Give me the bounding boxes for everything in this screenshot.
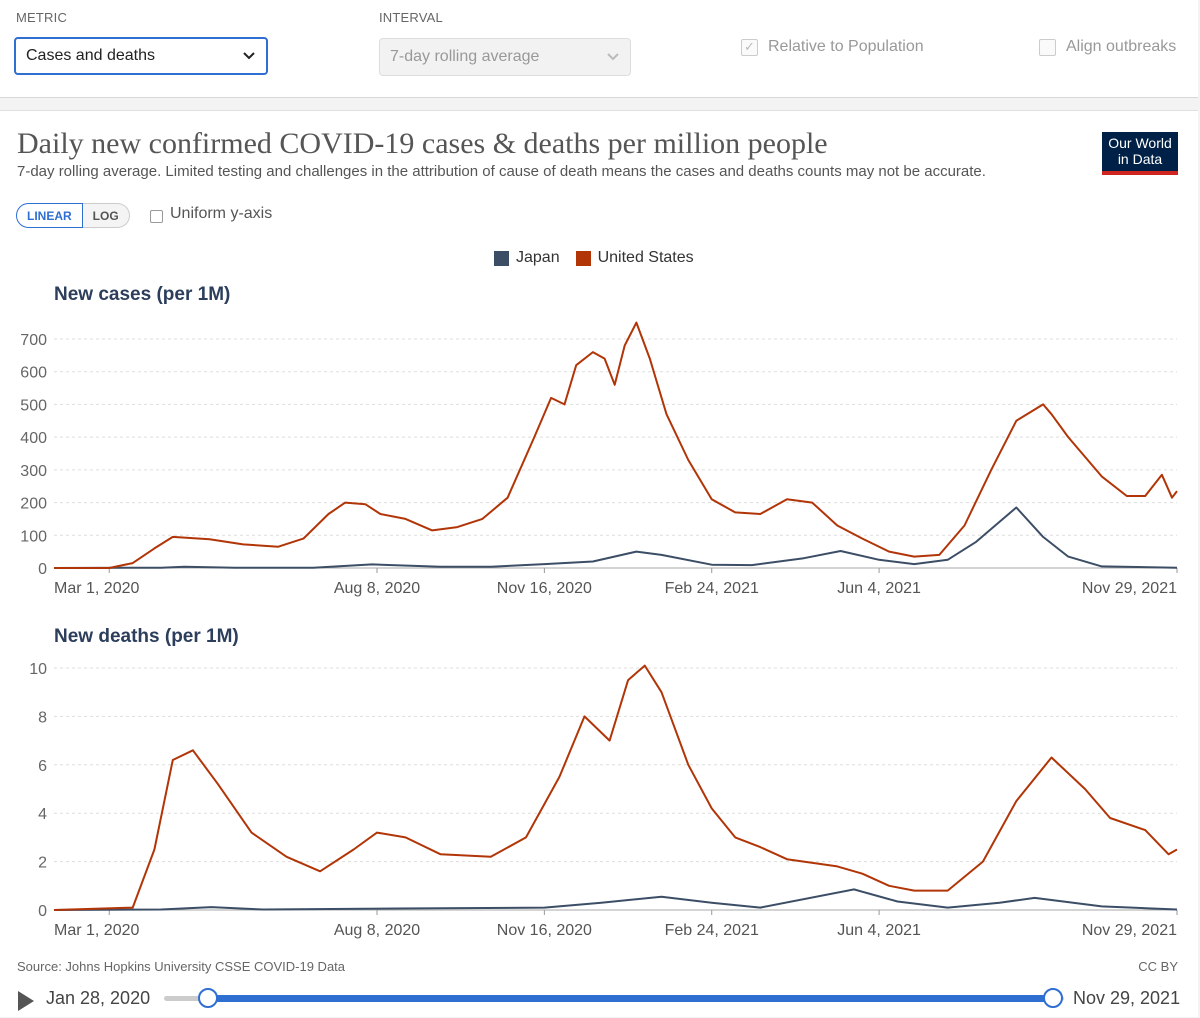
relative-to-population-toggle[interactable]: ✓ Relative to Population bbox=[741, 38, 924, 56]
interval-select[interactable]: 7-day rolling average bbox=[379, 38, 631, 76]
chart-title: Daily new confirmed COVID-19 cases & dea… bbox=[17, 127, 828, 160]
timeline-start-date: Jan 28, 2020 bbox=[46, 988, 151, 1008]
legend-item-japan[interactable]: Japan bbox=[494, 249, 560, 267]
y-tick-label: 400 bbox=[20, 430, 47, 447]
cases-panel: 0 100 200 300 400 500 600 700 Mar 1, 2020 Aug 8, … bbox=[20, 321, 1178, 597]
interval-select-value: 7-day rolling average bbox=[390, 48, 540, 65]
x-tick-label: Mar 1, 2020 bbox=[54, 922, 139, 939]
legend-swatch-united-states bbox=[575, 250, 591, 266]
align-outbreaks-toggle[interactable]: Align outbreaks bbox=[1039, 38, 1176, 56]
x-tick-label: Nov 16, 2020 bbox=[497, 922, 592, 939]
timeline-end-date: Nov 29, 2021 bbox=[1073, 988, 1181, 1008]
y-tick-label: 200 bbox=[20, 496, 47, 513]
checkbox-icon[interactable] bbox=[1039, 38, 1056, 56]
legend-item-united-states[interactable]: United States bbox=[575, 249, 694, 267]
uniform-y-axis-toggle[interactable]: Uniform y-axis bbox=[150, 205, 272, 223]
scale-toggle: LINEAR LOG bbox=[16, 203, 130, 228]
x-tick-label: Jun 4, 2021 bbox=[837, 922, 921, 939]
chevron-down-icon bbox=[607, 53, 619, 61]
metric-label: METRIC bbox=[16, 10, 68, 25]
legend-label-united-states: United States bbox=[597, 249, 694, 266]
x-tick-label: Feb 24, 2021 bbox=[665, 922, 759, 939]
y-tick-label: 6 bbox=[38, 758, 47, 775]
linear-scale-button[interactable]: LINEAR bbox=[16, 203, 83, 228]
y-tick-label: 300 bbox=[20, 463, 47, 480]
chevron-down-icon bbox=[243, 52, 255, 60]
chart-subtitle: 7-day rolling average. Limited testing a… bbox=[17, 163, 986, 180]
y-tick-label: 2 bbox=[38, 855, 47, 872]
timeline-end-handle[interactable] bbox=[1043, 988, 1063, 1008]
x-tick-label: Aug 8, 2020 bbox=[334, 922, 420, 939]
interval-label: INTERVAL bbox=[379, 10, 443, 25]
series-line-united-states bbox=[54, 321, 1178, 569]
cases-panel-title: New cases (per 1M) bbox=[54, 284, 231, 305]
legend: Japan United States bbox=[494, 249, 710, 267]
metric-select-value: Cases and deaths bbox=[26, 47, 155, 64]
checkbox-checked-icon[interactable]: ✓ bbox=[741, 38, 758, 56]
x-tick-label: Nov 29, 2021 bbox=[1082, 580, 1177, 597]
y-tick-label: 0 bbox=[38, 561, 47, 578]
align-outbreaks-label: Align outbreaks bbox=[1066, 38, 1177, 55]
y-tick-label: 4 bbox=[38, 806, 47, 823]
legend-swatch-japan bbox=[494, 250, 509, 266]
timeline: Jan 28, 2020 Nov 29, 2021 bbox=[0, 983, 1198, 1018]
y-tick-label: 100 bbox=[20, 528, 47, 545]
owid-logo[interactable]: Our World in Data bbox=[1102, 132, 1178, 175]
x-tick-label: Mar 1, 2020 bbox=[54, 580, 139, 597]
license-link[interactable]: CC BY bbox=[1138, 959, 1178, 974]
series-line-japan bbox=[53, 506, 1178, 569]
play-icon[interactable] bbox=[18, 991, 34, 1011]
series-line-united-states bbox=[53, 664, 1178, 911]
x-tick-label: Nov 16, 2020 bbox=[497, 580, 592, 597]
series-line-japan bbox=[53, 888, 1178, 911]
logo-line-2: in Data bbox=[1117, 151, 1163, 167]
x-tick-label: Jun 4, 2021 bbox=[837, 580, 921, 597]
y-tick-label: 8 bbox=[38, 709, 47, 726]
relative-to-population-label: Relative to Population bbox=[768, 38, 924, 55]
logo-line-1: Our World bbox=[1108, 135, 1172, 151]
x-tick-label: Nov 29, 2021 bbox=[1082, 922, 1177, 939]
x-tick-label: Aug 8, 2020 bbox=[334, 580, 420, 597]
deaths-panel-title: New deaths (per 1M) bbox=[54, 626, 239, 647]
y-tick-label: 600 bbox=[20, 365, 47, 382]
y-tick-label: 10 bbox=[29, 661, 47, 678]
y-tick-label: 500 bbox=[20, 397, 47, 414]
log-scale-button[interactable]: LOG bbox=[82, 203, 130, 228]
timeline-selected-range bbox=[208, 995, 1053, 1002]
y-tick-label: 700 bbox=[20, 332, 47, 349]
x-tick-label: Feb 24, 2021 bbox=[665, 580, 759, 597]
y-tick-label: 0 bbox=[38, 903, 47, 920]
chart-controls: METRIC Cases and deaths INTERVAL 7-day r… bbox=[0, 0, 1198, 98]
metric-select[interactable]: Cases and deaths bbox=[14, 37, 268, 75]
chart-card: Daily new confirmed COVID-19 cases & dea… bbox=[0, 110, 1198, 1017]
uniform-y-axis-label: Uniform y-axis bbox=[170, 205, 273, 222]
timeline-start-handle[interactable] bbox=[198, 988, 218, 1008]
checkbox-icon[interactable] bbox=[150, 209, 163, 223]
legend-label-japan: Japan bbox=[516, 249, 560, 266]
deaths-panel: 0 2 4 6 8 10 Mar 1, 2020 Aug 8, 2020 Nov 16, 202… bbox=[29, 661, 1178, 939]
source-note: Source: Johns Hopkins University CSSE CO… bbox=[17, 959, 346, 974]
